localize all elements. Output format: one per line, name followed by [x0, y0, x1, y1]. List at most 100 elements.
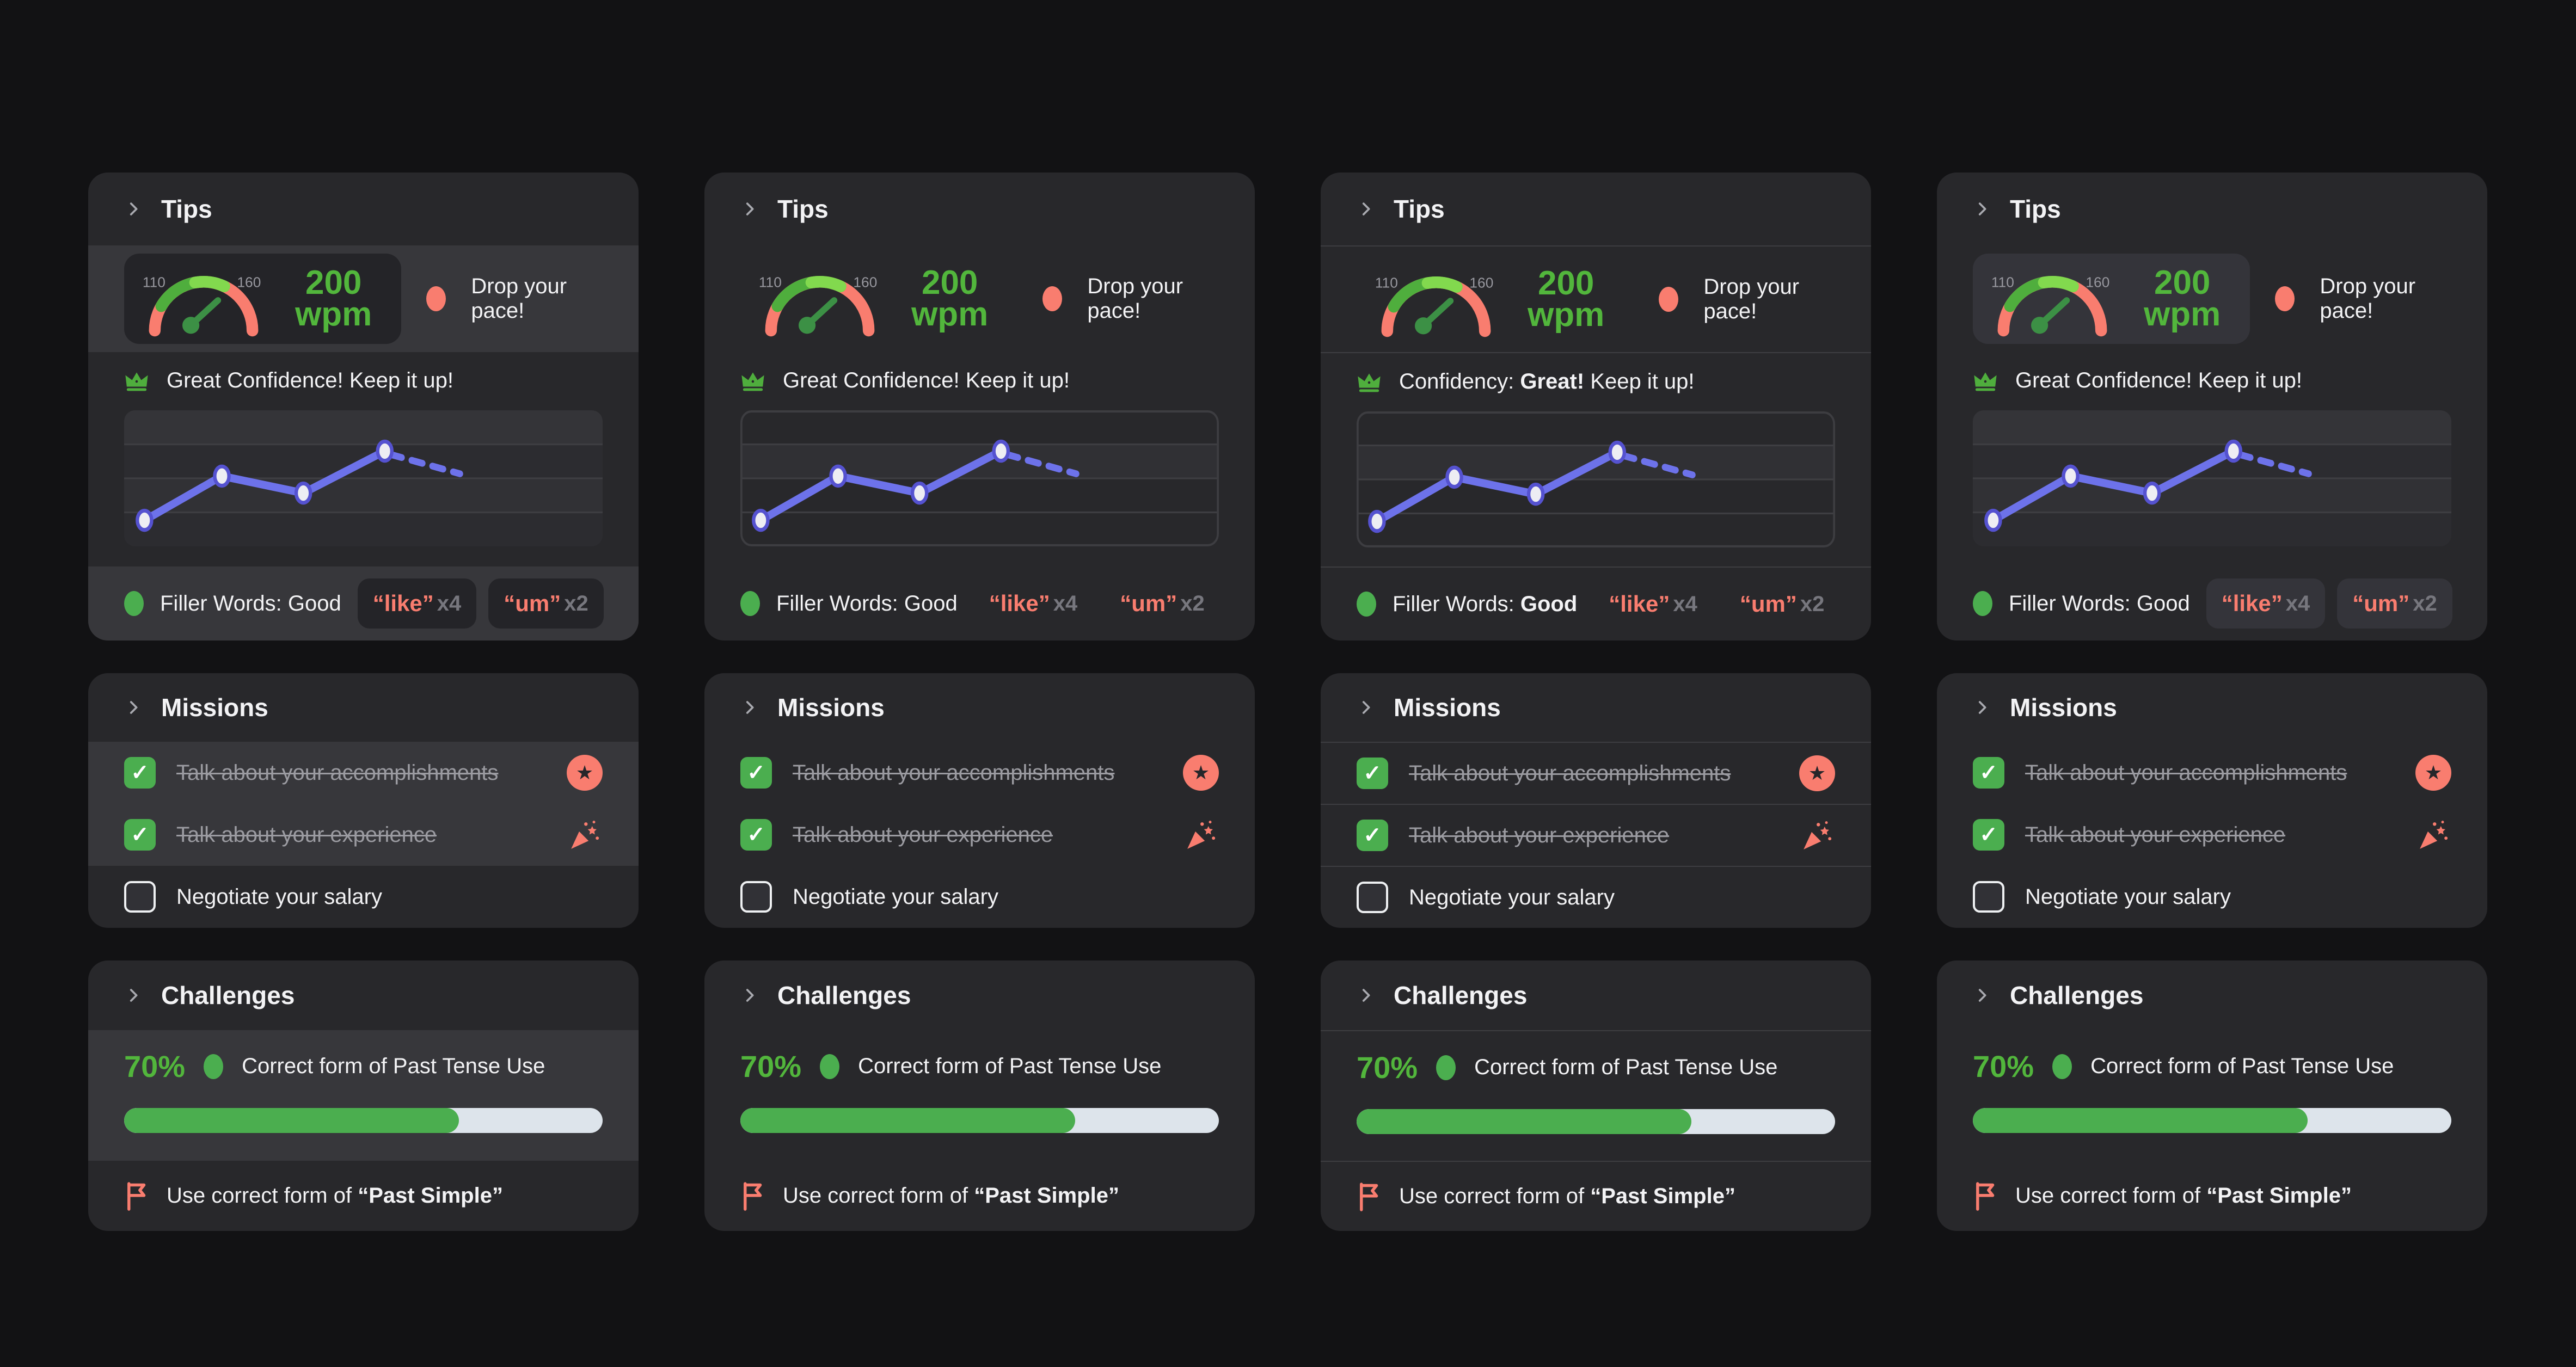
checkbox-checked[interactable]: ✓ — [740, 819, 772, 851]
filler-word-badges: “like” x4 “um” x2 — [2206, 578, 2452, 629]
chevron-right-icon[interactable] — [124, 986, 143, 1005]
mission-item-accomplishments[interactable]: ✓ Talk about your accomplishments ★ — [88, 742, 639, 804]
chevron-right-icon[interactable] — [124, 200, 143, 218]
challenge-progress-section: 70% Correct form of Past Tense Use — [704, 1030, 1255, 1161]
checkbox-checked[interactable]: ✓ — [1973, 819, 2004, 851]
mission-item-accomplishments[interactable]: ✓ Talk about your accomplishments ★ — [704, 742, 1255, 804]
mission-item-experience[interactable]: ✓ Talk about your experience — [88, 804, 639, 866]
mission-label: Talk about your accomplishments — [2025, 760, 2347, 785]
confidence-section: Great Confidence! Keep it up! — [88, 352, 639, 566]
filler-badge-um: “um” x2 — [488, 578, 604, 629]
status-dot-icon — [1973, 591, 1992, 616]
confidence-row: Great Confidence! Keep it up! — [1973, 368, 2451, 393]
pace-message: Drop your pace! — [1087, 274, 1183, 323]
checkbox-checked[interactable]: ✓ — [124, 757, 156, 789]
missions-title: Missions — [161, 693, 268, 722]
confidence-trend-line — [1373, 448, 1621, 526]
pace-unit: wpm — [2144, 295, 2221, 333]
checkbox-checked[interactable]: ✓ — [124, 819, 156, 851]
chevron-right-icon[interactable] — [1973, 698, 1991, 717]
checkbox-checked[interactable]: ✓ — [1357, 758, 1388, 789]
filler-badge-um: “um” x2 — [1120, 590, 1205, 616]
pace-row: 110 160 200 wpm Drop your pace! — [1321, 245, 1871, 352]
tips-header: Tips — [1321, 173, 1871, 245]
confidence-projection-line — [1004, 451, 1080, 477]
widget-column: Tips 110 160 200 wpm — [88, 173, 639, 1231]
confidence-section: Confidency: Great! Keep it up! — [1321, 352, 1871, 566]
filler-words-row: Filler Words: Good “like” x4 “um” x2 — [1321, 566, 1871, 641]
mission-label: Negotiate your salary — [176, 884, 382, 909]
alert-dot-icon — [426, 286, 446, 311]
chevron-right-icon[interactable] — [740, 986, 759, 1005]
challenges-title: Challenges — [2010, 981, 2144, 1009]
mission-item-salary[interactable]: Negotiate your salary — [88, 866, 639, 928]
checkbox-unchecked[interactable] — [124, 881, 156, 913]
mission-label: Talk about your experience — [1409, 823, 1670, 847]
mission-label: Talk about your accomplishments — [176, 760, 499, 785]
missions-card: Missions ✓ Talk about your accomplishmen… — [88, 673, 639, 928]
progress-bar-fill — [124, 1108, 459, 1133]
mission-item-salary[interactable]: Negotiate your salary — [1321, 866, 1871, 928]
progress-bar-fill — [1973, 1108, 2308, 1133]
chevron-right-icon[interactable] — [1357, 986, 1375, 1005]
pace-gauge-box: 110 160 200 wpm — [124, 254, 402, 344]
widget-column: Tips 110 160 200 wpm — [704, 173, 1255, 1231]
challenges-header: Challenges — [704, 960, 1255, 1030]
challenge-status-row: 70% Correct form of Past Tense Use — [740, 1049, 1219, 1084]
mission-item-experience[interactable]: ✓ Talk about your experience — [1937, 804, 2487, 866]
pace-number: 200 — [921, 264, 978, 301]
confidence-message: Confidency: Great! Keep it up! — [1399, 370, 1695, 393]
missions-header: Missions — [88, 673, 639, 742]
mission-label: Talk about your experience — [176, 822, 437, 847]
checkbox-checked[interactable]: ✓ — [1357, 820, 1388, 851]
challenge-footer-text: Use correct form of “Past Simple” — [167, 1184, 503, 1208]
confidence-chart — [740, 410, 1219, 546]
star-badge-icon: ★ — [1183, 755, 1219, 791]
checkbox-checked[interactable]: ✓ — [1973, 757, 2004, 789]
mission-item-salary[interactable]: Negotiate your salary — [704, 866, 1255, 928]
challenge-label: Correct form of Past Tense Use — [858, 1054, 1162, 1078]
chevron-right-icon[interactable] — [1973, 200, 1991, 218]
checkbox-unchecked[interactable] — [1973, 881, 2004, 913]
chevron-right-icon[interactable] — [740, 698, 759, 717]
chevron-right-icon[interactable] — [1973, 986, 1991, 1005]
challenges-header: Challenges — [1321, 960, 1871, 1030]
mission-item-accomplishments[interactable]: ✓ Talk about your accomplishments ★ — [1937, 742, 2487, 804]
mission-item-accomplishments[interactable]: ✓ Talk about your accomplishments ★ — [1321, 742, 1871, 804]
tips-title: Tips — [161, 195, 212, 223]
challenge-progress-section: 70% Correct form of Past Tense Use — [88, 1030, 639, 1161]
alert-dot-icon — [2275, 286, 2295, 311]
challenges-card: Challenges 70% Correct form of Past Tens… — [704, 960, 1255, 1231]
tips-title: Tips — [1394, 195, 1445, 223]
challenge-label: Correct form of Past Tense Use — [1474, 1055, 1778, 1079]
mission-item-salary[interactable]: Negotiate your salary — [1937, 866, 2487, 928]
checkbox-unchecked[interactable] — [1357, 882, 1388, 913]
chevron-right-icon[interactable] — [740, 200, 759, 218]
confidence-message: Great Confidence! Keep it up! — [783, 368, 1070, 392]
filler-badge-like: “like” x4 — [1609, 591, 1697, 617]
chevron-right-icon[interactable] — [124, 698, 143, 717]
missions-header: Missions — [1937, 673, 2487, 742]
challenges-card: Challenges 70% Correct form of Past Tens… — [1321, 960, 1871, 1231]
checkbox-unchecked[interactable] — [740, 881, 772, 913]
checkbox-checked[interactable]: ✓ — [740, 757, 772, 789]
pace-unit: wpm — [911, 295, 989, 333]
widget-column: Tips 110 160 200 wpm — [1937, 173, 2487, 1231]
challenge-progress-section: 70% Correct form of Past Tense Use — [1321, 1030, 1871, 1161]
speed-gauge-icon: 110 160 — [759, 274, 877, 337]
mission-item-experience[interactable]: ✓ Talk about your experience — [704, 804, 1255, 866]
chevron-right-icon[interactable] — [1357, 698, 1375, 717]
challenge-progress-section: 70% Correct form of Past Tense Use — [1937, 1030, 2487, 1161]
chevron-right-icon[interactable] — [1357, 200, 1375, 218]
mission-item-experience[interactable]: ✓ Talk about your experience — [1321, 804, 1871, 866]
confidence-message: Great Confidence! Keep it up! — [2015, 368, 2302, 392]
missions-card: Missions ✓ Talk about your accomplishmen… — [1321, 673, 1871, 928]
challenges-card: Challenges 70% Correct form of Past Tens… — [1937, 960, 2487, 1231]
status-dot-icon — [1357, 592, 1376, 617]
speed-gauge-icon: 110 160 — [1375, 275, 1493, 337]
filler-word-badges: “like” x4 “um” x2 — [974, 578, 1220, 629]
gauge-min-label: 110 — [759, 274, 782, 291]
status-dot-icon — [820, 1054, 840, 1079]
mission-label: Talk about your accomplishments — [1409, 761, 1731, 785]
